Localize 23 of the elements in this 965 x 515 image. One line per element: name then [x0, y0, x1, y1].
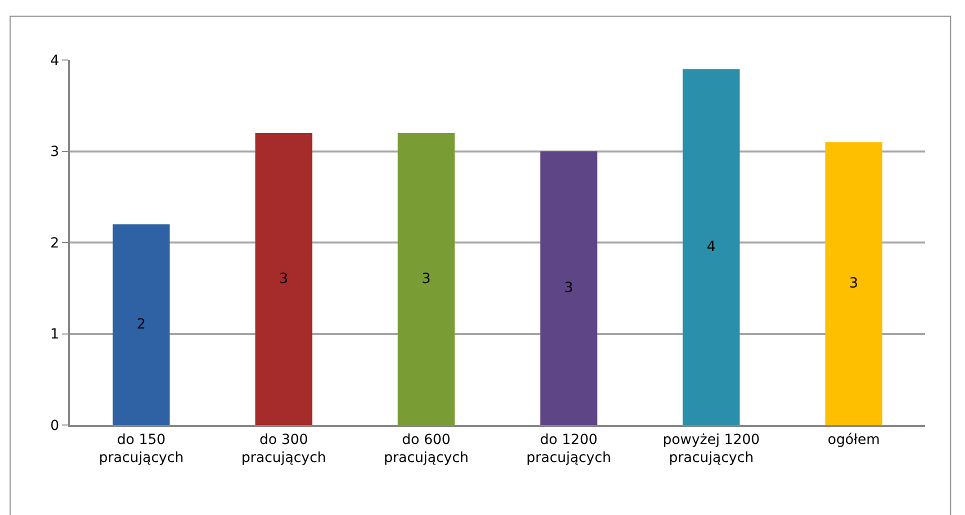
- bar: [682, 69, 740, 425]
- data-label: 4: [706, 239, 716, 256]
- data-label: 2: [136, 316, 146, 333]
- x-tick-label: do 600 pracujących: [384, 432, 469, 466]
- bar: [540, 151, 598, 425]
- y-tick-label: 0: [50, 418, 60, 434]
- y-tick-label: 1: [50, 326, 60, 343]
- bar: [255, 133, 312, 425]
- x-tick-label: do 150 pracujących: [98, 432, 184, 466]
- x-tick-label: do 1200 pracujących: [526, 432, 612, 466]
- y-tick-label: 3: [50, 144, 60, 160]
- bar: [825, 142, 882, 425]
- bar: [112, 224, 170, 425]
- y-tick-label: 2: [50, 235, 60, 252]
- data-label: 3: [564, 280, 574, 296]
- data-label: 3: [849, 276, 858, 292]
- x-tick-label: do 300 pracujących: [241, 432, 326, 466]
- bar: [398, 133, 455, 425]
- data-label: 3: [279, 271, 288, 287]
- y-tick-label: 4: [50, 52, 60, 69]
- data-label: 3: [422, 271, 431, 287]
- x-tick-label: powyżej 1200 pracujących: [662, 432, 760, 466]
- x-tick-label: ogółem: [828, 432, 880, 448]
